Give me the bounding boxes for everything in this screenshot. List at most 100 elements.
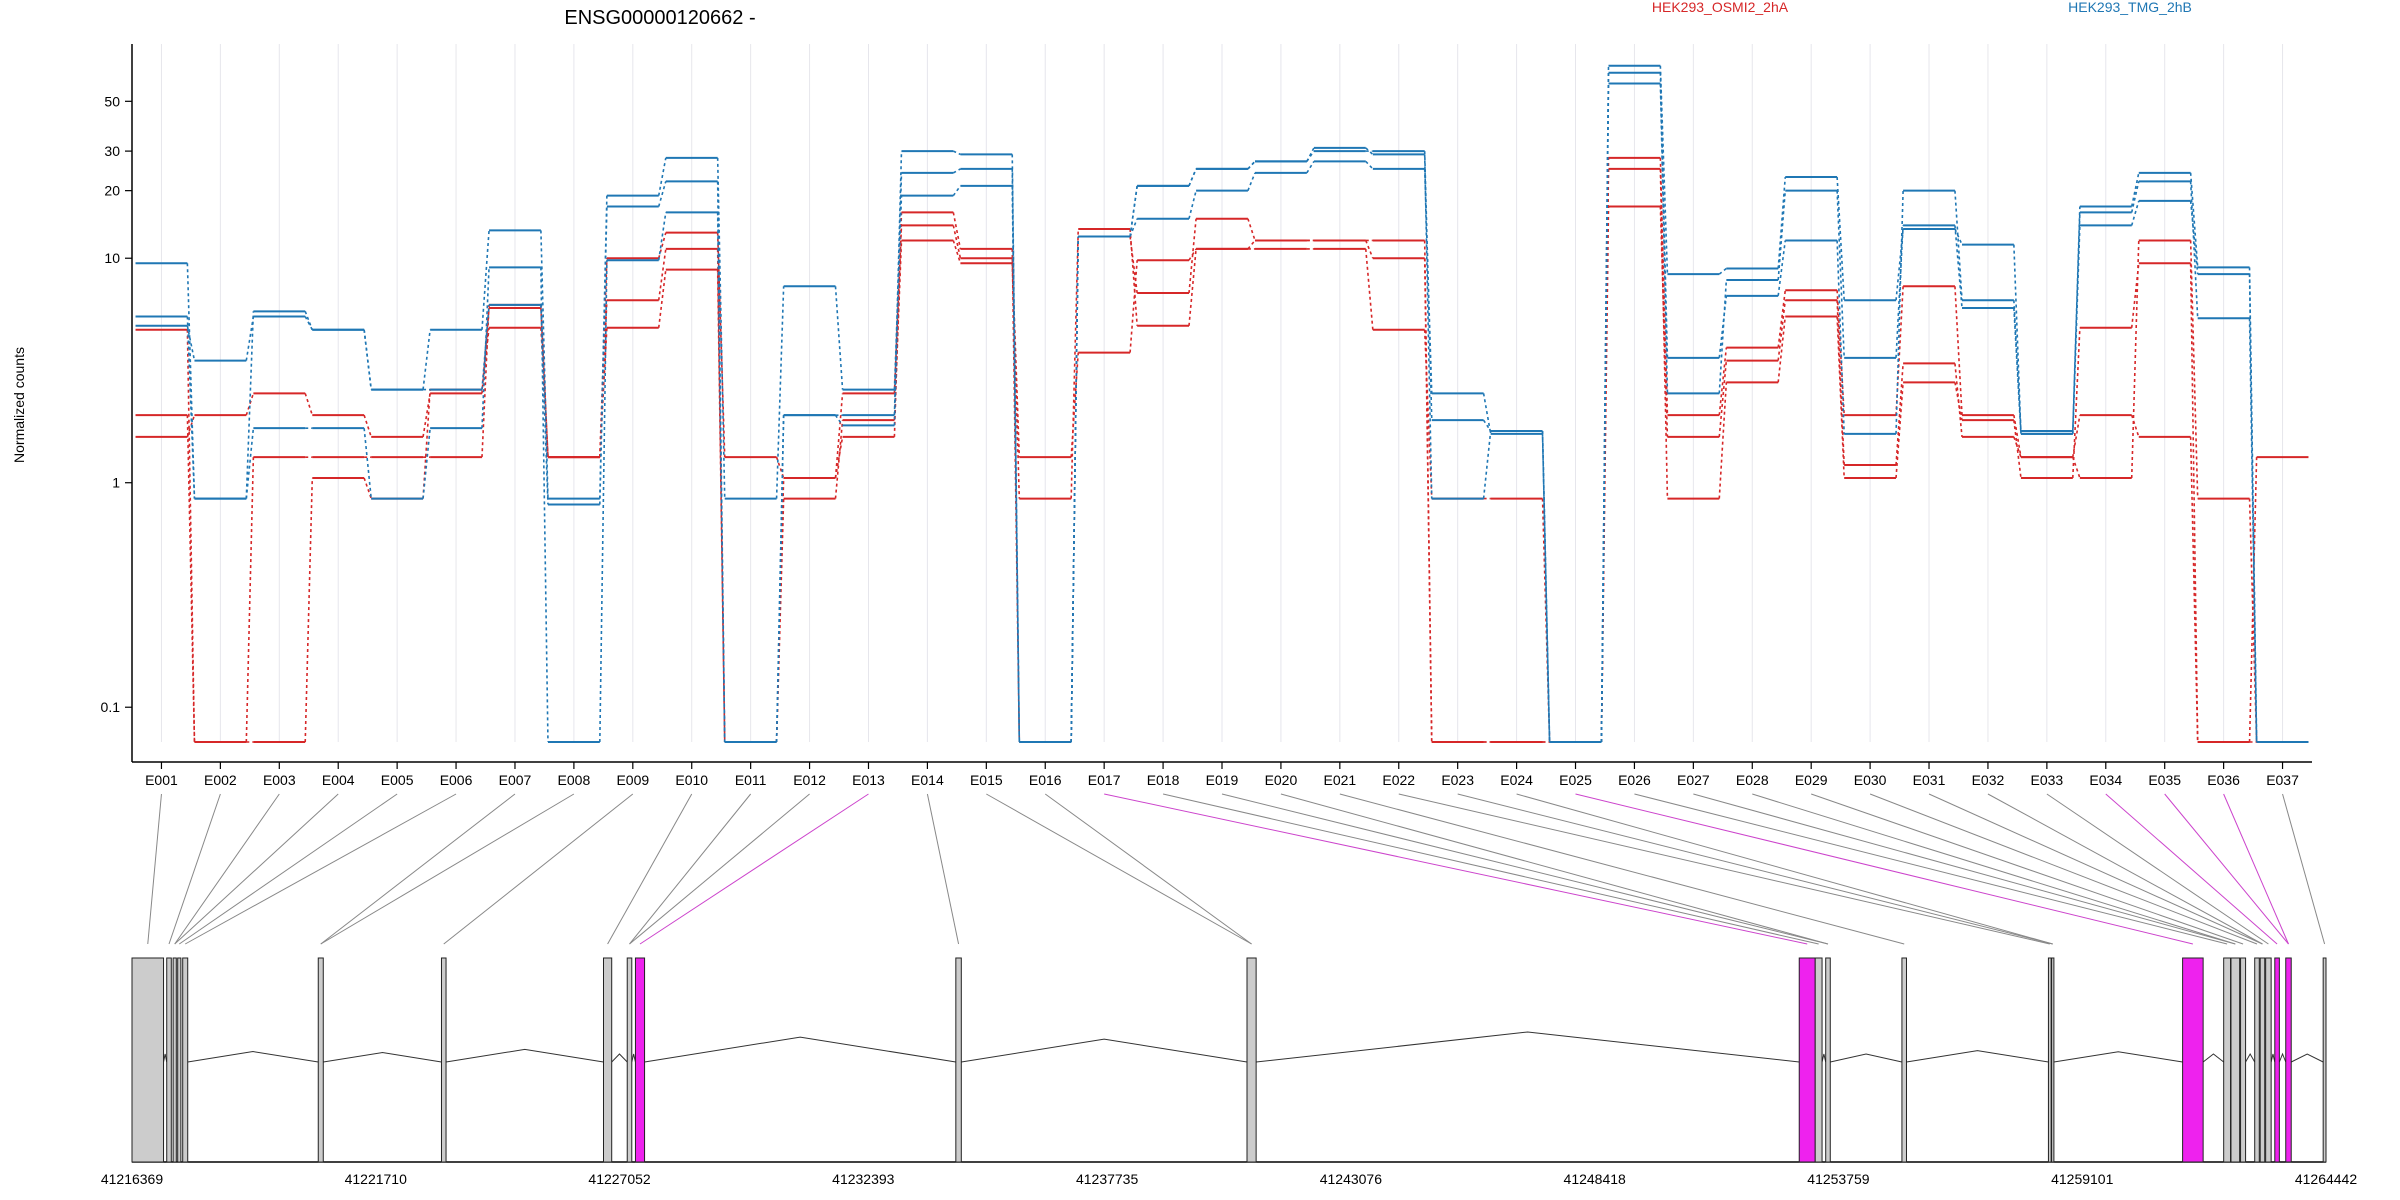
- genomic-tick-label: 41248418: [1564, 1171, 1627, 1187]
- series-connector: [775, 286, 785, 499]
- series-connector: [481, 307, 490, 394]
- chart-title: ENSG00000120662 -: [564, 7, 755, 29]
- exon-box: [440, 957, 447, 1163]
- series-connector: [540, 230, 549, 499]
- series-connector: [1718, 382, 1728, 499]
- x-tick-label: E003: [263, 772, 296, 788]
- exon-connector: [2046, 793, 2269, 945]
- series-connector: [2130, 414, 2140, 438]
- exon-connector: [2223, 793, 2289, 945]
- plot-area: 0.1 1 10 20 30 50 E001 E002 E003 E004 E005 E006 E007…: [101, 44, 2312, 788]
- exon-box: [2259, 957, 2266, 1163]
- series-connector: [1659, 83, 1669, 394]
- exon-connector: [639, 793, 869, 945]
- intron-line: [2245, 1052, 2256, 1063]
- exon-box: [166, 957, 172, 1163]
- series-connector: [1777, 176, 1787, 269]
- exon-connector: [1339, 793, 1905, 945]
- series-connector: [1365, 160, 1374, 170]
- series-connector: [2130, 181, 2140, 213]
- exon-connector: [1634, 793, 2228, 945]
- series-connector: [775, 456, 785, 479]
- x-tick-label: E005: [381, 772, 414, 788]
- y-tick-label: 50: [104, 93, 120, 109]
- series-connector: [599, 195, 608, 499]
- series-connector: [2071, 225, 2081, 434]
- series-connector: [2130, 172, 2140, 207]
- x-tick-label: E034: [2089, 772, 2122, 788]
- series-connector: [716, 157, 726, 499]
- x-tick-label: E033: [2031, 772, 2064, 788]
- series-connector: [2071, 206, 2081, 432]
- x-tick-label: E017: [1088, 772, 1121, 788]
- series-connector: [657, 269, 667, 328]
- intron-line: [2278, 1052, 2287, 1063]
- x-tick-label: E013: [852, 772, 885, 788]
- series-connector: [1482, 430, 1492, 499]
- y-tick-label: 30: [104, 143, 120, 159]
- series-connector: [657, 181, 667, 207]
- series-connector: [1188, 218, 1197, 294]
- series-connector: [1011, 185, 1021, 743]
- series-connector: [2130, 200, 2140, 226]
- series-connector: [1541, 430, 1551, 743]
- intron-line: [2290, 1053, 2324, 1063]
- genomic-tick-label: 41232393: [832, 1171, 895, 1187]
- series-connector: [2013, 415, 2022, 458]
- x-tick-label: E002: [204, 772, 237, 788]
- exon-connector: [1516, 793, 2053, 945]
- series-connector: [952, 240, 962, 264]
- series-connector: [363, 428, 373, 499]
- series-connector: [834, 420, 844, 499]
- series-connector: [775, 415, 785, 743]
- exon-connector: [1811, 793, 2244, 945]
- exon-connector: [986, 793, 1252, 945]
- exon-connector: [168, 793, 221, 945]
- intron-line: [2270, 1053, 2276, 1063]
- series-connector: [481, 267, 490, 429]
- exon-box: [2051, 957, 2055, 1163]
- series-connector: [2130, 240, 2140, 478]
- series-connector: [1895, 363, 1904, 466]
- series-connector: [245, 393, 255, 416]
- series-connector: [1188, 248, 1197, 261]
- series-connector: [1070, 236, 1080, 743]
- exon-connector: [607, 793, 693, 945]
- exon-connector: [174, 793, 280, 945]
- series-connector: [2071, 327, 2081, 479]
- y-tick-label: 0.1: [101, 699, 121, 715]
- x-tick-label: E020: [1265, 772, 1298, 788]
- series-connector: [363, 329, 373, 390]
- x-tick-label: E010: [675, 772, 708, 788]
- series-connector: [1364, 248, 1374, 330]
- series-connector: [657, 248, 667, 301]
- series-connector: [363, 477, 372, 499]
- x-tick-label: E015: [970, 772, 1003, 788]
- intron-line: [1830, 1053, 1903, 1063]
- intron-line: [644, 1036, 956, 1063]
- series-connector: [245, 311, 255, 499]
- exon-box: [1814, 957, 1823, 1163]
- series-connector: [186, 316, 196, 499]
- legend-label-tmg: HEK293_TMG_2hB: [2068, 0, 2192, 15]
- exon-connector: [443, 793, 634, 945]
- series-6: [135, 64, 2309, 743]
- exon-box: [955, 957, 962, 1163]
- x-tick-label: E007: [499, 772, 532, 788]
- series-connector: [1188, 248, 1197, 326]
- series-connector: [2189, 240, 2199, 499]
- exon-connector: [1987, 793, 2263, 945]
- x-tick-label: E001: [145, 772, 178, 788]
- genomic-tick-label: 41253759: [1807, 1171, 1870, 1187]
- intron-line: [187, 1051, 319, 1063]
- exon-box: [2182, 957, 2204, 1163]
- intron-line: [1821, 1053, 1827, 1063]
- series-connector: [481, 304, 490, 458]
- x-tick-label: E035: [2148, 772, 2181, 788]
- exon-connector: [1869, 793, 2258, 945]
- intron-line: [1256, 1031, 1800, 1063]
- series-connector: [1718, 347, 1728, 416]
- exon-connector: [320, 793, 516, 945]
- x-tick-label: E006: [440, 772, 473, 788]
- exon-connector: [178, 793, 398, 945]
